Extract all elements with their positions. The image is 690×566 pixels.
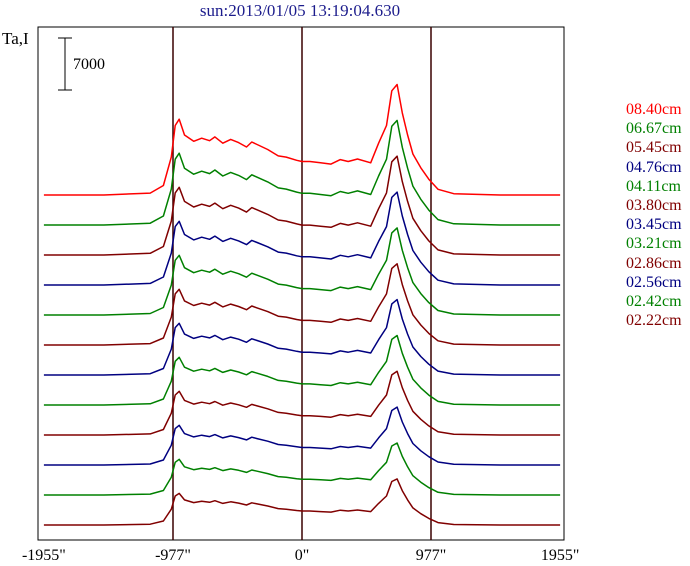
legend-item: 05.45cm: [626, 139, 682, 157]
series-line: [43, 227, 561, 316]
legend-item: 02.42cm: [626, 292, 682, 310]
series-line: [43, 191, 561, 286]
series-line: [43, 298, 561, 376]
legend-item: 03.80cm: [626, 196, 682, 214]
x-tick-labels: -1955" -977" 0" 977" 1955": [22, 547, 579, 564]
chart-title: sun:2013/01/05 13:19:04.630: [199, 1, 401, 20]
series-line: [43, 406, 561, 466]
series-lines: [43, 83, 561, 526]
y-axis-label: Ta,I: [2, 29, 29, 48]
series-line: [43, 478, 561, 526]
x-tick-label: 1955": [541, 547, 580, 564]
series-line: [43, 155, 561, 256]
x-tick-label: 977": [416, 547, 447, 564]
legend-item: 06.67cm: [626, 120, 682, 138]
legend-item: 02.22cm: [626, 312, 682, 330]
series-line: [43, 370, 561, 436]
legend-item: 02.86cm: [626, 254, 682, 272]
vertical-markers: [172, 27, 432, 540]
legend-item: 08.40cm: [626, 101, 682, 118]
legend-item: 03.45cm: [626, 216, 682, 234]
scale-bar-label: 7000: [73, 56, 105, 73]
plot-frame: [37, 26, 565, 541]
scale-bar: 7000: [58, 37, 105, 91]
series-line: [43, 442, 561, 496]
series-line: [43, 119, 561, 226]
x-tick-label: 0": [295, 547, 310, 564]
x-tick-label: -977": [155, 547, 191, 564]
legend-item: 03.21cm: [626, 235, 682, 253]
legend-item: 02.56cm: [626, 273, 682, 291]
legend-item: 04.11cm: [626, 177, 681, 195]
legend: 08.40cm 06.67cm 05.45cm 04.76cm 04.11cm 03.80…: [626, 100, 682, 330]
series-line: [43, 263, 561, 346]
series-line: [43, 334, 561, 406]
series-line: [43, 83, 561, 196]
x-tick-label: -1955": [22, 547, 66, 564]
legend-item: 04.76cm: [626, 158, 682, 176]
